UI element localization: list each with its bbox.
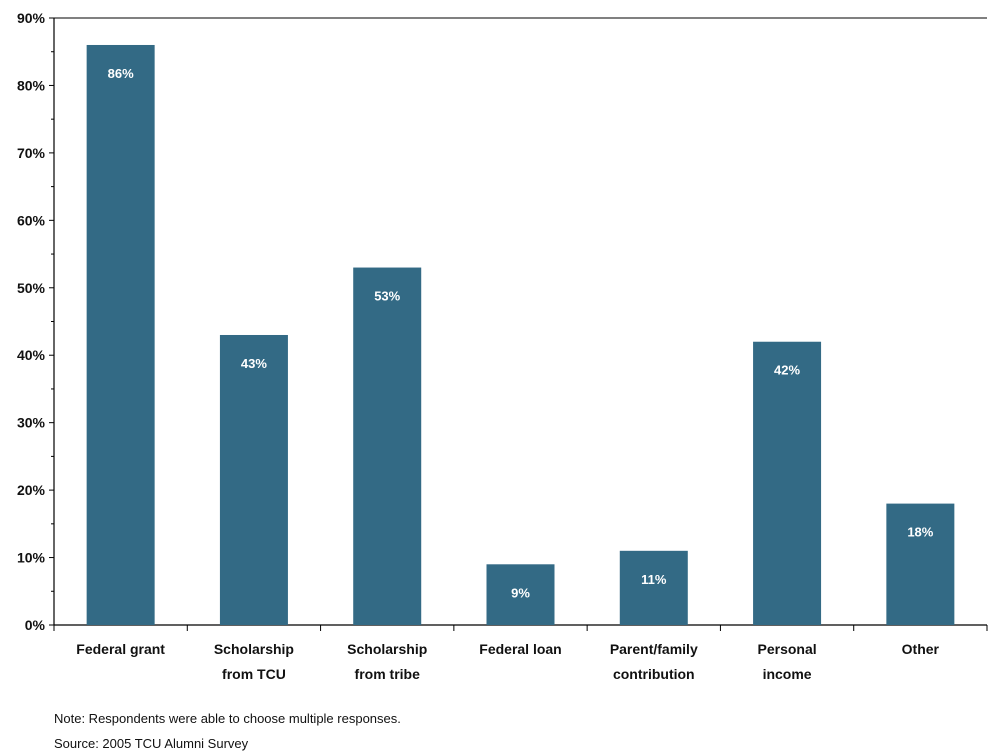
x-category-label: from tribe xyxy=(355,666,421,682)
x-category-label: Parent/family xyxy=(610,641,698,657)
x-category-label: Other xyxy=(902,641,940,657)
y-tick-label: 10% xyxy=(17,550,46,566)
y-tick-label: 30% xyxy=(17,415,46,431)
y-tick-label: 50% xyxy=(17,280,46,296)
note-text: Note: Respondents were able to choose mu… xyxy=(54,711,401,726)
bar-value-label: 11% xyxy=(641,572,667,587)
bar xyxy=(486,564,555,625)
source-text: Source: 2005 TCU Alumni Survey xyxy=(54,736,249,751)
y-tick-label: 40% xyxy=(17,347,46,363)
x-category-label: Scholarship xyxy=(214,641,294,657)
x-category-label: Scholarship xyxy=(347,641,427,657)
bar-value-label: 42% xyxy=(774,363,800,378)
bar-chart: 0% 10% 20% 30% 40% 50% 60% 70% 80% 90% 86% Federal … xyxy=(17,10,988,682)
y-tick-label: 20% xyxy=(17,482,46,498)
bar xyxy=(886,503,955,625)
x-category-label: income xyxy=(763,666,812,682)
bar-value-label: 18% xyxy=(907,525,933,540)
bar xyxy=(619,550,688,625)
bar-value-label: 53% xyxy=(374,289,400,304)
bar-value-label: 9% xyxy=(511,585,530,600)
x-category-label: Personal xyxy=(758,641,817,657)
bar xyxy=(353,267,422,625)
x-category-label: Federal loan xyxy=(479,641,561,657)
x-category-label: from TCU xyxy=(222,666,286,682)
y-tick-label: 0% xyxy=(25,617,46,633)
bar xyxy=(86,44,155,625)
bar-value-label: 86% xyxy=(108,66,134,81)
y-tick-label: 90% xyxy=(17,10,46,26)
chart-notes: Note: Respondents were able to choose mu… xyxy=(54,706,401,756)
y-tick-label: 80% xyxy=(17,77,46,93)
x-category-label: Federal grant xyxy=(76,641,165,657)
x-category-label: contribution xyxy=(613,666,695,682)
y-tick-label: 60% xyxy=(17,212,46,228)
bar xyxy=(753,341,822,625)
y-tick-label: 70% xyxy=(17,145,46,161)
bar-value-label: 43% xyxy=(241,356,267,371)
bar xyxy=(219,334,288,625)
